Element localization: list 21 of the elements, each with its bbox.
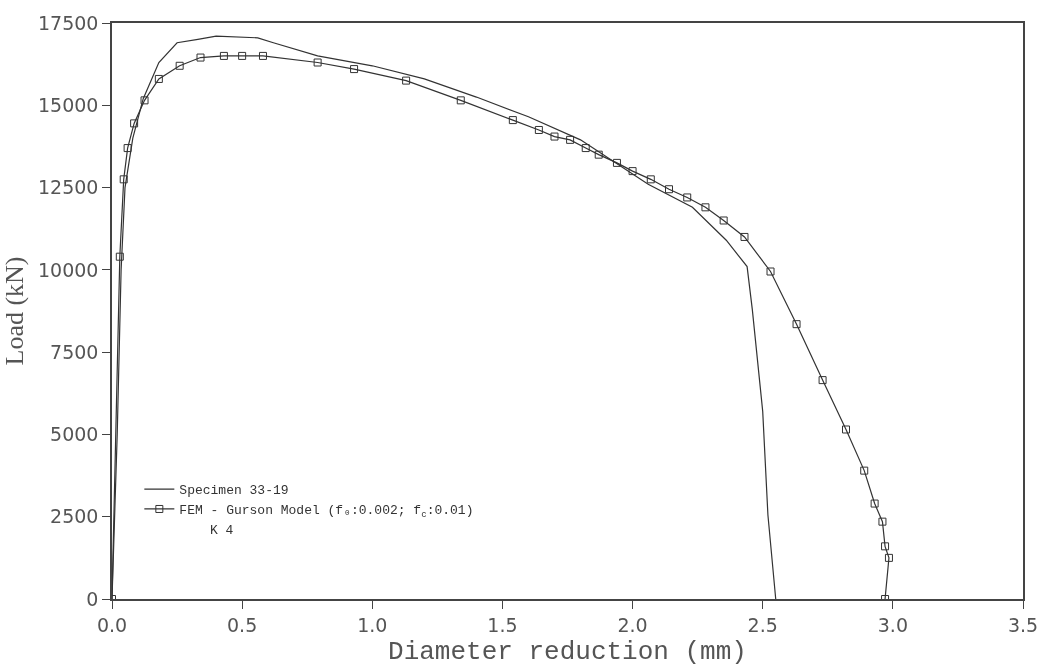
x-axis-title: Diameter reduction (mm) [388,636,747,667]
y-tick-label: 2500 [50,505,99,528]
x-tick-label: 2.5 [747,613,778,636]
annotation: K 4 [210,523,234,538]
legend-label: FEM - Gurson Model (f₀:0.002; f$_{c}$:0.01) [179,503,474,520]
y-tick-label: 17500 [38,11,99,34]
y-tick-label: 15000 [38,93,99,116]
x-tick-label: 1.0 [357,613,388,636]
x-tick-label: 1.5 [487,613,518,636]
y-tick-label: 0 [86,587,99,610]
y-tick-label: 7500 [50,340,99,363]
x-tick-label: 0.0 [96,613,128,636]
x-tick-label: 0.5 [227,613,258,636]
y-axis-title: Load (kN) [0,256,29,366]
y-tick-label: 5000 [50,423,99,446]
x-tick-label: 3.0 [877,613,908,636]
y-tick-label: 10000 [38,258,99,281]
x-tick-label: 2.0 [617,613,648,636]
legend-label: Specimen 33-19 [179,483,289,499]
y-tick-label: 12500 [38,176,99,199]
x-tick-label: 3.5 [1007,613,1039,636]
